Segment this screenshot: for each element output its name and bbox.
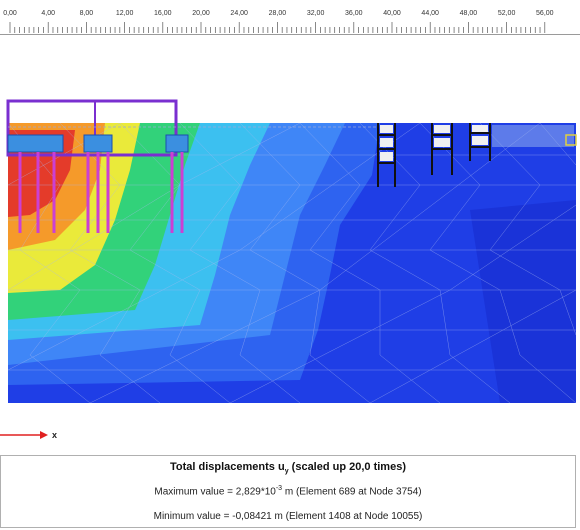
piles	[18, 152, 184, 233]
ruler-tick-label: 36,00	[345, 10, 363, 17]
ruler-tick-label: 20,00	[192, 10, 210, 17]
result-legend-box: Total displacements uy (scaled up 20,0 t…	[0, 455, 576, 528]
ruler-tick-label: 4,00	[41, 10, 55, 17]
structures	[6, 99, 577, 233]
displacement-contours	[8, 123, 576, 403]
x-axis-arrow	[0, 431, 48, 439]
ruler-tick-label: 48,00	[459, 10, 478, 17]
frame-structure	[6, 99, 178, 157]
x-axis-label: x	[52, 430, 58, 440]
ruler-ticks	[9, 22, 546, 33]
maximum-value-line: Maximum value = 2,829*10-3 m (Element 68…	[154, 485, 422, 498]
ruler-tick-label: 32,00	[306, 10, 325, 17]
ruler-tick-label: 56,00	[536, 10, 554, 17]
ruler-tick-label: 28,00	[268, 10, 287, 17]
minimum-value-line: Minimum value = -0,08421 m (Element 1408…	[153, 511, 423, 522]
retaining-walls	[377, 123, 577, 187]
ruler-tick-label: 12,00	[115, 10, 134, 17]
pile-cap-middle	[83, 134, 113, 153]
ruler-tick-label: 52,00	[497, 10, 516, 17]
pile-cap-right	[165, 134, 189, 153]
plaxis-output-plot[interactable]	[0, 35, 580, 415]
ruler-tick-label: 8,00	[79, 10, 94, 17]
ruler-tick-label: 24,00	[230, 10, 248, 17]
ruler-tick-label: 0,00	[3, 10, 17, 17]
ruler-tick-label: 40,00	[383, 10, 401, 17]
ruler-tick-label: 44,00	[421, 10, 439, 17]
pile-cap-left	[7, 134, 64, 153]
result-title: Total displacements uy (scaled up 20,0 t…	[169, 461, 406, 476]
horizontal-ruler: 0,00 4,00 8,00 12,00 16,00 20,00 24,00 28,00 32,…	[0, 0, 580, 35]
ruler-tick-label: 16,00	[154, 10, 172, 17]
